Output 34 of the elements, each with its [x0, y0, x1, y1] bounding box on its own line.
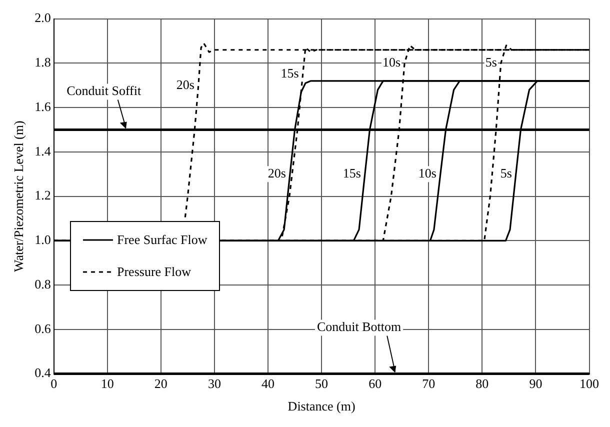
- x-tick-label: 30: [208, 376, 221, 392]
- x-tick-label: 60: [368, 376, 382, 392]
- x-tick-label: 70: [422, 376, 436, 392]
- y-tick-label: 0.8: [34, 276, 51, 292]
- y-tick-label: 2.0: [34, 10, 51, 26]
- y-tick-label: 1.4: [34, 143, 52, 158]
- annotation: 10s: [382, 54, 401, 70]
- annotation: 20s: [176, 76, 194, 92]
- x-tick-label: 0: [50, 376, 58, 392]
- x-tick-label: 90: [529, 376, 542, 392]
- y-tick-label: 1.6: [34, 98, 52, 114]
- x-tick-label: 40: [262, 376, 275, 392]
- annotation: 10s: [418, 166, 436, 181]
- x-tick-label: 20: [154, 376, 168, 392]
- annotation: 15s: [280, 66, 299, 81]
- y-tick-label: 1.2: [34, 188, 51, 203]
- ref-line-label: Conduit Soffit: [66, 83, 142, 98]
- x-tick-label: 100: [580, 376, 599, 392]
- x-tick-label: 10: [100, 376, 114, 392]
- legend-label: Free Surfac Flow: [117, 232, 208, 248]
- y-tick-label: 0.4: [34, 365, 52, 380]
- y-tick-label: 0.6: [34, 320, 52, 336]
- y-tick-label: 1.0: [34, 232, 51, 248]
- x-axis-title: Distance (m): [288, 398, 356, 414]
- x-tick-label: 80: [476, 376, 489, 392]
- annotation: 20s: [268, 166, 286, 181]
- annotation: 5s: [485, 54, 497, 70]
- annotation: 15s: [342, 166, 361, 181]
- ref-line-label: Conduit Bottom: [316, 319, 402, 334]
- y-axis-title: Water/Piezometric Level (m): [11, 120, 26, 272]
- x-tick-label: 50: [315, 376, 328, 392]
- annotation: 5s: [500, 166, 512, 181]
- legend-label: Pressure Flow: [117, 264, 192, 280]
- y-tick-label: 1.8: [34, 54, 51, 70]
